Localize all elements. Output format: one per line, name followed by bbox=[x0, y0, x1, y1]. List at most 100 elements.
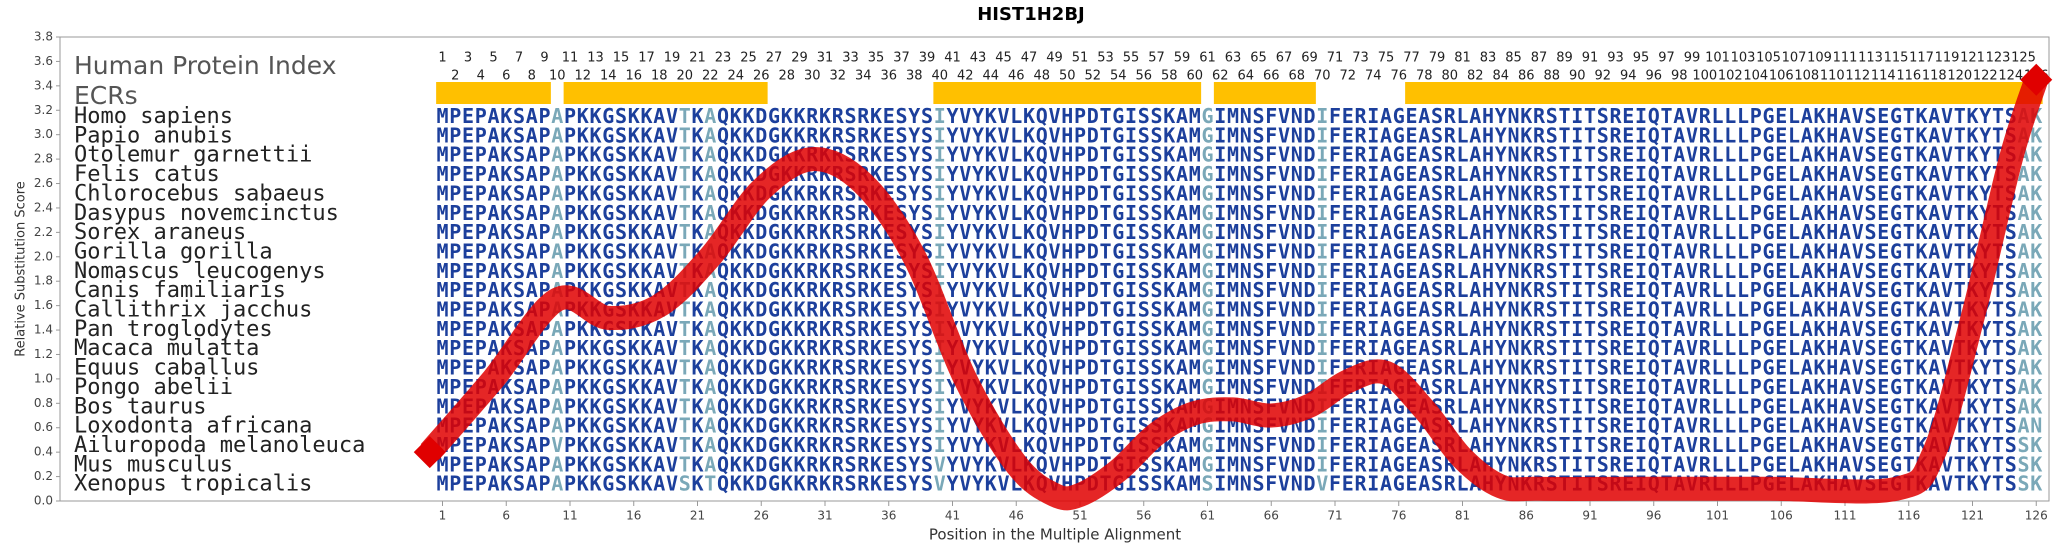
position-number: 100 bbox=[1692, 69, 1717, 84]
position-number: 8 bbox=[528, 69, 536, 84]
x-tick-label: 6 bbox=[502, 509, 510, 523]
position-number: 10 bbox=[549, 69, 566, 84]
position-number: 72 bbox=[1339, 69, 1356, 84]
position-number: 55 bbox=[1123, 51, 1140, 66]
position-number: 37 bbox=[893, 51, 910, 66]
position-number: 65 bbox=[1250, 51, 1267, 66]
position-number: 43 bbox=[970, 51, 987, 66]
x-tick-label: 126 bbox=[2025, 509, 2048, 523]
position-number: 28 bbox=[778, 69, 795, 84]
species-name: Ailuropoda melanoleuca bbox=[74, 433, 365, 458]
ecr-bar bbox=[933, 82, 1202, 104]
position-number: 12 bbox=[574, 69, 591, 84]
position-number: 79 bbox=[1429, 51, 1446, 66]
position-number: 60 bbox=[1186, 69, 1203, 84]
position-number: 63 bbox=[1225, 51, 1242, 66]
x-tick-label: 96 bbox=[1646, 509, 1661, 523]
position-number: 56 bbox=[1135, 69, 1152, 84]
species-name: Otolemur garnettii bbox=[74, 143, 312, 168]
position-number: 25 bbox=[740, 51, 757, 66]
position-number: 11 bbox=[562, 51, 579, 66]
position-number: 74 bbox=[1365, 69, 1382, 84]
position-number: 70 bbox=[1314, 69, 1331, 84]
position-number: 114 bbox=[1871, 69, 1896, 84]
species-name: Pongo abelii bbox=[74, 375, 233, 400]
position-number: 122 bbox=[1973, 69, 1998, 84]
position-number: 3 bbox=[464, 51, 472, 66]
species-name: Dasypus novemcinctus bbox=[74, 201, 339, 226]
position-number: 31 bbox=[817, 51, 834, 66]
position-number: 23 bbox=[715, 51, 732, 66]
x-tick-label: 101 bbox=[1706, 509, 1729, 523]
ecr-label: ECRs bbox=[74, 81, 138, 110]
position-number: 76 bbox=[1390, 69, 1407, 84]
position-number: 108 bbox=[1794, 69, 1819, 84]
position-number: 34 bbox=[855, 69, 872, 84]
position-number: 22 bbox=[702, 69, 719, 84]
sequence: MPEPAKSAPAPKKGSKKAVTKAQKKDGKKRKRSRKESYSI… bbox=[436, 316, 2042, 340]
position-number: 125 bbox=[2011, 51, 2036, 66]
position-number: 38 bbox=[906, 69, 923, 84]
position-number: 89 bbox=[1556, 51, 1573, 66]
position-number: 120 bbox=[1947, 69, 1972, 84]
position-number: 104 bbox=[1743, 69, 1768, 84]
position-number: 14 bbox=[600, 69, 617, 84]
position-number: 123 bbox=[1986, 51, 2011, 66]
y-tick-label: 2.6 bbox=[34, 176, 53, 190]
position-number: 85 bbox=[1505, 51, 1522, 66]
position-number: 4 bbox=[477, 69, 485, 84]
ecr-bar bbox=[436, 82, 551, 104]
position-number: 116 bbox=[1896, 69, 1921, 84]
x-tick-label: 21 bbox=[690, 509, 705, 523]
position-number: 117 bbox=[1909, 51, 1934, 66]
position-number: 20 bbox=[676, 69, 693, 84]
position-number: 93 bbox=[1607, 51, 1624, 66]
position-number: 80 bbox=[1441, 69, 1458, 84]
y-tick-label: 2.2 bbox=[34, 225, 53, 239]
species-name: Felis catus bbox=[74, 162, 220, 187]
position-number: 113 bbox=[1858, 51, 1883, 66]
x-tick-label: 51 bbox=[1072, 509, 1087, 523]
y-axis-label: Relative Substitution Score bbox=[14, 181, 29, 357]
position-number: 61 bbox=[1199, 51, 1216, 66]
sequence: MPEPAKSAPAPKKGSKKAVTKAQKKDGKKRKRSRKESYSI… bbox=[436, 142, 2042, 166]
end-marker bbox=[413, 436, 446, 469]
position-number: 94 bbox=[1620, 69, 1637, 84]
x-axis-label: Position in the Multiple Alignment bbox=[929, 526, 1181, 544]
position-number: 19 bbox=[664, 51, 681, 66]
x-tick-label: 86 bbox=[1519, 509, 1534, 523]
position-number: 91 bbox=[1582, 51, 1599, 66]
position-number: 121 bbox=[1960, 51, 1985, 66]
x-tick-label: 81 bbox=[1455, 509, 1470, 523]
species-name: Mus musculus bbox=[74, 452, 233, 477]
position-number: 41 bbox=[944, 51, 961, 66]
y-tick-label: 1.0 bbox=[34, 371, 53, 385]
position-number: 57 bbox=[1148, 51, 1165, 66]
y-tick-label: 0.6 bbox=[34, 420, 53, 434]
position-number: 48 bbox=[1033, 69, 1050, 84]
position-number: 45 bbox=[995, 51, 1012, 66]
y-tick-label: 3.4 bbox=[34, 78, 53, 92]
position-number: 17 bbox=[638, 51, 655, 66]
species-name: Homo sapiens bbox=[74, 104, 233, 129]
position-number: 32 bbox=[829, 69, 846, 84]
position-number: 40 bbox=[931, 69, 948, 84]
sequence: MPEPAKSAPAPKKGSKKAVTKAQKKDGKKRKRSRKESYSI… bbox=[436, 220, 2042, 244]
position-number: 27 bbox=[766, 51, 783, 66]
y-tick-label: 2.0 bbox=[34, 249, 53, 263]
y-tick-label: 3.8 bbox=[34, 30, 53, 44]
position-number: 30 bbox=[804, 69, 821, 84]
position-number: 68 bbox=[1288, 69, 1305, 84]
position-number: 102 bbox=[1718, 69, 1743, 84]
position-number: 9 bbox=[540, 51, 548, 66]
position-number: 1 bbox=[438, 51, 446, 66]
x-tick-label: 71 bbox=[1327, 509, 1342, 523]
y-tick-label: 1.6 bbox=[34, 298, 53, 312]
x-tick-label: 111 bbox=[1834, 509, 1857, 523]
sequence: MPEPAKSAPAPKKGSKKAVTKAQKKDGKKRKRSRKESYSI… bbox=[436, 123, 2042, 147]
x-tick-label: 56 bbox=[1136, 509, 1151, 523]
position-number: 118 bbox=[1922, 69, 1947, 84]
position-number: 107 bbox=[1782, 51, 1807, 66]
end-marker bbox=[2020, 63, 2053, 96]
x-tick-label: 46 bbox=[1009, 509, 1024, 523]
